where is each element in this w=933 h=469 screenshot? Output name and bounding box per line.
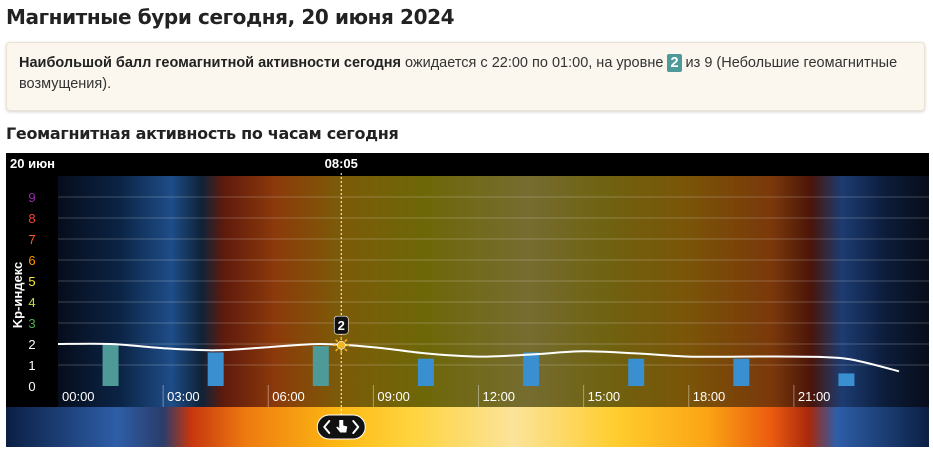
- kp-bar: [523, 352, 540, 386]
- y-tick-label: 1: [28, 358, 35, 373]
- kp-chart-svg: 0 1 2 3 4 5 6 7 8 9 00:00 03:00 06:00 09:00 12:00 15:0…: [6, 153, 929, 447]
- current-time-label: 08:05: [325, 156, 358, 171]
- x-tick-label: 12:00: [483, 389, 516, 404]
- x-tick-label: 09:00: [377, 389, 410, 404]
- y-tick-label: 4: [28, 295, 35, 310]
- page-title: Магнитные бури сегодня, 20 июня 2024: [6, 5, 455, 29]
- chevron-left-icon[interactable]: [323, 420, 331, 434]
- kp-bar: [733, 358, 750, 386]
- y-axis-label: Kp-индекс: [10, 262, 25, 329]
- y-tick-label: 6: [28, 253, 35, 268]
- kp-bar: [312, 346, 329, 386]
- date-label: 20 июн: [10, 156, 55, 171]
- current-value-badge: [333, 315, 349, 335]
- hand-pointer-icon: [336, 420, 348, 433]
- x-tick-label: 15:00: [588, 389, 621, 404]
- x-axis-ticks: 00:00 03:00 06:00 09:00 12:00 15:00 18:00 21:00: [62, 385, 830, 407]
- sun-ray: [335, 348, 339, 352]
- y-tick-label: 8: [28, 211, 35, 226]
- y-tick-label: 0: [28, 379, 35, 394]
- daylight-band: [6, 407, 929, 447]
- forecast-level-badge: 2: [667, 54, 682, 72]
- chevron-right-icon[interactable]: [352, 420, 360, 434]
- sun-icon: [333, 337, 350, 354]
- x-tick-label: 00:00: [62, 389, 95, 404]
- kp-bar: [102, 344, 119, 386]
- x-tick-label: 21:00: [798, 389, 831, 404]
- x-tick-label: 03:00: [167, 389, 200, 404]
- y-tick-label: 3: [28, 316, 35, 331]
- y-tick-label: 5: [28, 274, 35, 289]
- kp-trend-line-group: [57, 342, 900, 373]
- kp-bar: [628, 358, 645, 386]
- kp-bars: [102, 344, 855, 386]
- forecast-text-part-2: из 9 (Небольшие геомагнитные возмущения)…: [19, 55, 898, 92]
- sun-core: [336, 340, 346, 350]
- kp-bar: [838, 373, 855, 386]
- sun-ray: [344, 348, 348, 352]
- y-tick-label: 9: [28, 190, 35, 205]
- kp-bar: [207, 352, 224, 386]
- current-time-marker: 2: [333, 173, 350, 415]
- forecast-text-part-1: ожидается с 22:00 по 01:00, на уровне: [400, 55, 668, 71]
- y-tick-label: 2: [28, 337, 35, 352]
- forecast-info-box: Наибольшой балл геомагнитной активности …: [6, 42, 925, 111]
- time-slider-handle[interactable]: [316, 414, 366, 440]
- sun-ray: [335, 339, 339, 343]
- chart-plot-background: [58, 176, 929, 407]
- section-title: Геомагнитная активность по часам сегодня: [6, 124, 399, 143]
- x-tick-label: 18:00: [693, 389, 726, 404]
- sun-ray: [344, 339, 348, 343]
- kp-chart: 0 1 2 3 4 5 6 7 8 9 00:00 03:00 06:00 09:00 12:00 15:0…: [6, 153, 929, 447]
- y-tick-label: 7: [28, 232, 35, 247]
- chart-gridlines: [58, 196, 929, 366]
- forecast-highlight: Наибольшой балл геомагнитной активности …: [19, 55, 401, 71]
- kp-trend-line: [57, 342, 900, 373]
- y-axis-ticks: 0 1 2 3 4 5 6 7 8 9: [28, 190, 35, 394]
- current-value-label: 2: [338, 318, 345, 333]
- x-tick-label: 06:00: [272, 389, 305, 404]
- kp-bar: [417, 358, 434, 386]
